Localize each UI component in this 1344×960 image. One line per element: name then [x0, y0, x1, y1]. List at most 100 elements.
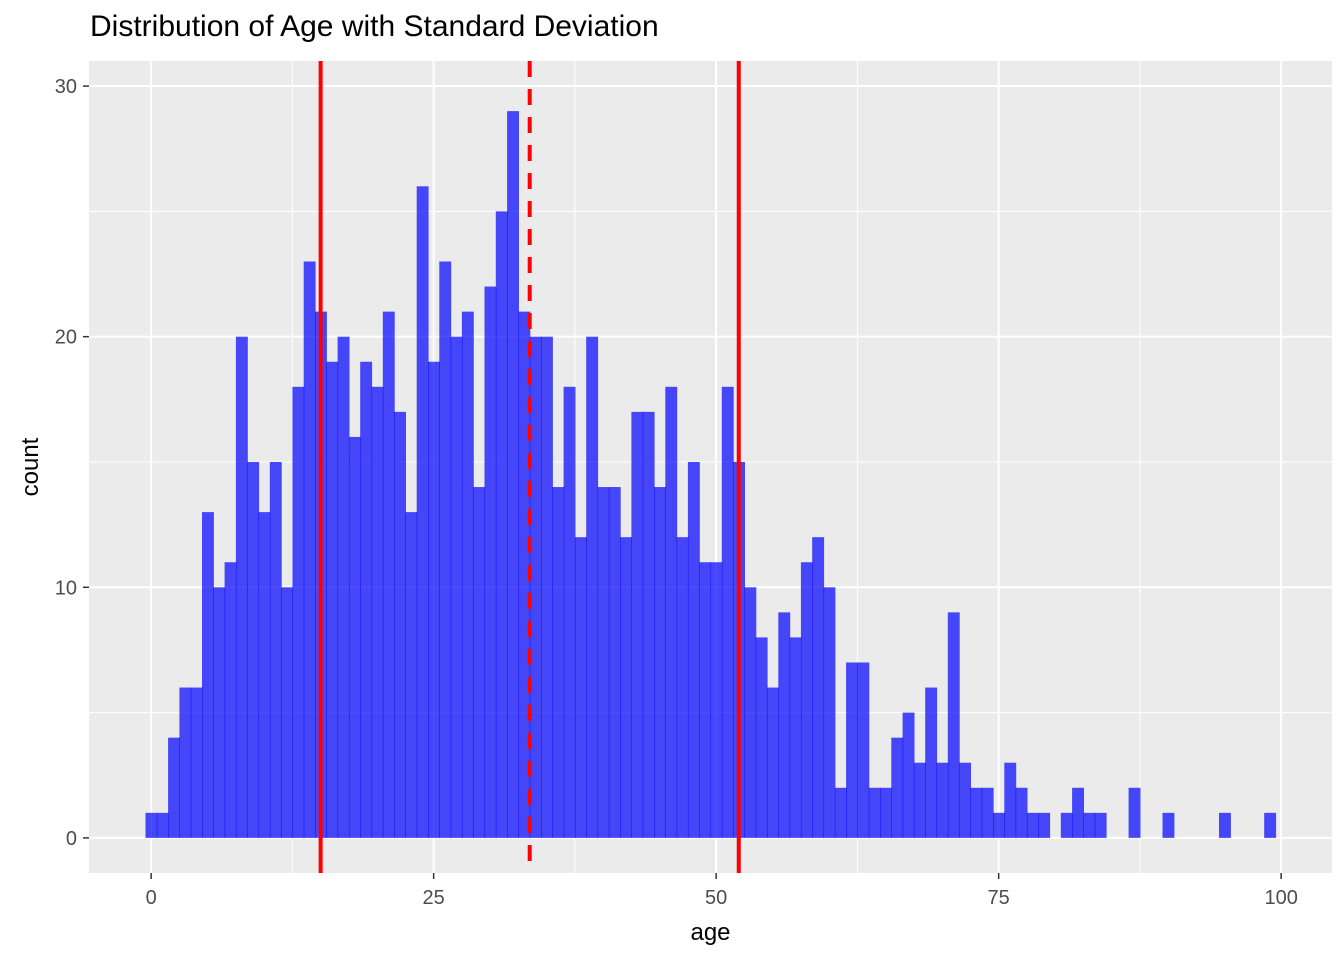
histogram-bar: [1128, 787, 1141, 838]
histogram-bar: [857, 662, 870, 838]
histogram-bar: [552, 487, 565, 838]
histogram-bar: [608, 487, 621, 838]
y-tick-label: 20: [55, 327, 77, 349]
histogram-bar: [529, 336, 542, 838]
histogram-bar: [1219, 812, 1231, 838]
histogram-bar: [574, 537, 587, 838]
y-tick-label: 10: [55, 577, 77, 599]
histogram-bar: [337, 336, 350, 838]
x-tick-label: 25: [423, 887, 445, 909]
histogram-bar: [1060, 812, 1073, 838]
histogram-bar: [507, 111, 519, 838]
histogram-bar: [1015, 787, 1028, 838]
histogram-bar: [382, 311, 395, 838]
histogram-bar: [495, 211, 508, 838]
histogram-bar: [959, 762, 971, 838]
histogram-bar: [179, 687, 192, 838]
histogram-bar: [303, 261, 316, 838]
histogram-bar: [563, 386, 576, 838]
histogram-bar: [654, 487, 666, 838]
chart-title: Distribution of Age with Standard Deviat…: [90, 10, 659, 43]
histogram-bar: [439, 261, 452, 838]
histogram-bar: [405, 512, 418, 838]
histogram-bar: [258, 512, 271, 838]
histogram-bar: [676, 537, 689, 838]
histogram-bar: [247, 461, 260, 838]
histogram-bar: [269, 461, 282, 838]
histogram-bar: [710, 562, 723, 838]
histogram-bar: [902, 712, 915, 838]
histogram-bar: [642, 411, 655, 838]
histogram-bar: [484, 286, 497, 838]
histogram-bar: [235, 336, 248, 838]
x-tick-label: 75: [988, 887, 1010, 909]
histogram-bar: [326, 361, 339, 838]
histogram-bar: [586, 336, 599, 838]
histogram-bar: [620, 537, 632, 838]
histogram-bar: [1004, 762, 1017, 838]
y-axis: 0 10 20 30: [55, 76, 89, 850]
histogram-bar: [823, 587, 836, 838]
histogram-bar: [947, 612, 960, 838]
histogram-bar: [913, 762, 926, 838]
histogram-bar: [1162, 812, 1175, 838]
histogram-bar: [518, 311, 531, 838]
histogram-bar: [1083, 812, 1096, 838]
histogram-bar: [993, 812, 1005, 838]
x-tick-label: 50: [705, 887, 727, 909]
histogram-bar: [834, 787, 847, 838]
reference-lines: [318, 61, 741, 873]
histogram-bar: [699, 562, 712, 838]
histogram-bar: [292, 386, 305, 838]
histogram-bar: [936, 762, 949, 838]
x-tick-label: 100: [1264, 887, 1297, 909]
x-axis-title: age: [690, 919, 730, 946]
histogram-bar: [281, 587, 293, 838]
histogram-bar: [981, 787, 994, 838]
histogram-bar: [891, 737, 904, 838]
histogram-bar: [360, 361, 373, 838]
histogram-bar: [224, 562, 237, 838]
histogram-bar: [767, 687, 779, 838]
y-tick-label: 0: [66, 828, 77, 850]
histogram-bar: [631, 411, 644, 838]
histogram-bar: [213, 587, 226, 838]
histogram-bar: [394, 411, 406, 838]
histogram-bar: [868, 787, 881, 838]
histogram-bar: [846, 662, 858, 838]
histogram-bar: [880, 787, 892, 838]
histogram-bar: [202, 512, 214, 838]
histogram-bar: [168, 737, 180, 838]
histogram-bar: [371, 386, 384, 838]
histogram-bar: [744, 587, 757, 838]
histogram-bar: [416, 186, 429, 838]
histogram-bar: [970, 787, 983, 838]
histogram-bar: [145, 812, 158, 838]
histogram-bar: [461, 311, 474, 838]
histogram-bar: [428, 361, 440, 838]
histogram-bar: [473, 487, 486, 838]
histogram-bar: [1026, 812, 1039, 838]
histogram-bar: [687, 461, 700, 838]
histogram-bar: [597, 487, 610, 838]
histogram-bar: [800, 562, 813, 838]
histogram-bar: [190, 687, 203, 838]
histogram-bar: [665, 386, 678, 838]
x-axis: 0 25 50 75 100: [146, 873, 1298, 909]
histogram-bars: [145, 111, 1277, 838]
histogram-bar: [1094, 812, 1107, 838]
histogram-bar: [348, 436, 361, 838]
histogram-bar: [778, 612, 791, 838]
histogram-bar: [755, 637, 768, 838]
histogram-bar: [721, 386, 734, 838]
histogram-bar: [1264, 812, 1277, 838]
histogram-bar: [812, 537, 825, 838]
histogram-bar: [541, 336, 553, 838]
histogram-bar: [789, 637, 802, 838]
histogram-bar: [1072, 787, 1084, 838]
histogram-bar: [450, 336, 463, 838]
histogram-bar: [925, 687, 938, 838]
y-axis-title: count: [17, 437, 44, 496]
histogram-bar: [1038, 812, 1051, 838]
